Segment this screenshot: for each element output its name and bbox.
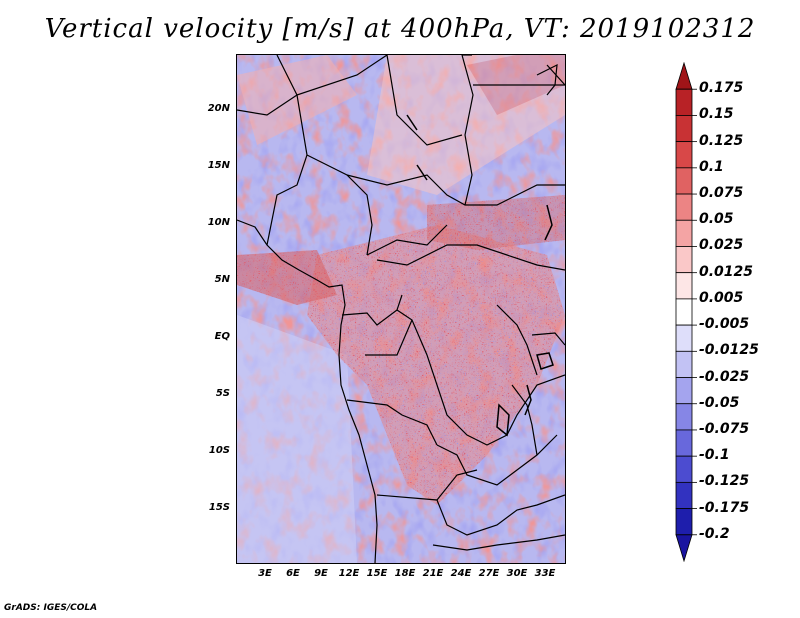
colorbar <box>675 62 697 562</box>
colorbar-label: 0.0125 <box>699 263 754 280</box>
colorbar-bin <box>675 481 693 509</box>
colorbar-label: 0.05 <box>699 211 734 228</box>
colorbar-label: -0.005 <box>699 316 750 333</box>
colorbar-bin <box>675 141 693 169</box>
lon-label: 6E <box>286 568 300 579</box>
lat-label: EQ <box>214 331 230 342</box>
lat-label: 10N <box>207 217 230 228</box>
colorbar-label: -0.175 <box>699 499 750 516</box>
colorbar-bin <box>675 88 693 116</box>
colorbar-label: -0.125 <box>699 473 750 490</box>
colorbar-bin <box>675 115 693 143</box>
lat-label: 15S <box>208 502 230 513</box>
colorbar-label: 0.175 <box>699 80 744 97</box>
colorbar-label: -0.0125 <box>699 342 759 359</box>
lat-label: 15N <box>207 160 230 171</box>
lon-label: 18E <box>394 568 416 579</box>
lon-label: 12E <box>338 568 360 579</box>
colorbar-bin <box>675 377 693 405</box>
colorbar-bin <box>675 403 693 431</box>
lon-label: 9E <box>314 568 328 579</box>
lat-label: 20N <box>207 103 230 114</box>
lon-label: 30E <box>506 568 528 579</box>
lat-label: 10S <box>208 445 230 456</box>
colorbar-bin <box>675 219 693 247</box>
colorbar-bin <box>675 324 693 352</box>
lon-label: 21E <box>422 568 444 579</box>
colorbar-bin <box>675 429 693 457</box>
grads-credit: GrADS: IGES/COLA <box>4 603 98 613</box>
lat-label: 5S <box>215 388 230 399</box>
map-title: Vertical velocity [m/s] at 400hPa, VT: 2… <box>44 14 756 44</box>
lon-label: 24E <box>450 568 472 579</box>
lon-label: 27E <box>478 568 500 579</box>
lon-label: 3E <box>258 568 272 579</box>
colorbar-label: -0.2 <box>699 525 730 542</box>
colorbar-label: 0.075 <box>699 185 744 202</box>
colorbar-label: 0.1 <box>699 158 724 175</box>
colorbar-label: 0.025 <box>699 237 744 254</box>
colorbar-label: 0.15 <box>699 106 734 123</box>
colorbar-label: -0.05 <box>699 394 740 411</box>
colorbar-bin <box>675 508 693 536</box>
colorbar-label: 0.125 <box>699 132 744 149</box>
colorbar-bin <box>675 167 693 195</box>
colorbar-label: 0.005 <box>699 289 744 306</box>
map-panel <box>236 54 566 564</box>
colorbar-bin <box>675 298 693 326</box>
lat-label: 5N <box>214 274 230 285</box>
colorbar-label: -0.025 <box>699 368 750 385</box>
colorbar-bin <box>675 193 693 221</box>
colorbar-bin <box>675 246 693 274</box>
coastlines-and-borders <box>237 55 565 563</box>
lon-label: 15E <box>366 568 388 579</box>
colorbar-bin <box>675 350 693 378</box>
colorbar-bin <box>675 455 693 483</box>
colorbar-bin <box>675 272 693 300</box>
colorbar-bin <box>675 62 693 90</box>
colorbar-label: -0.075 <box>699 420 750 437</box>
colorbar-label: -0.1 <box>699 447 730 464</box>
colorbar-bin <box>675 534 693 562</box>
vertical-velocity-field <box>237 55 565 563</box>
lon-label: 33E <box>534 568 556 579</box>
